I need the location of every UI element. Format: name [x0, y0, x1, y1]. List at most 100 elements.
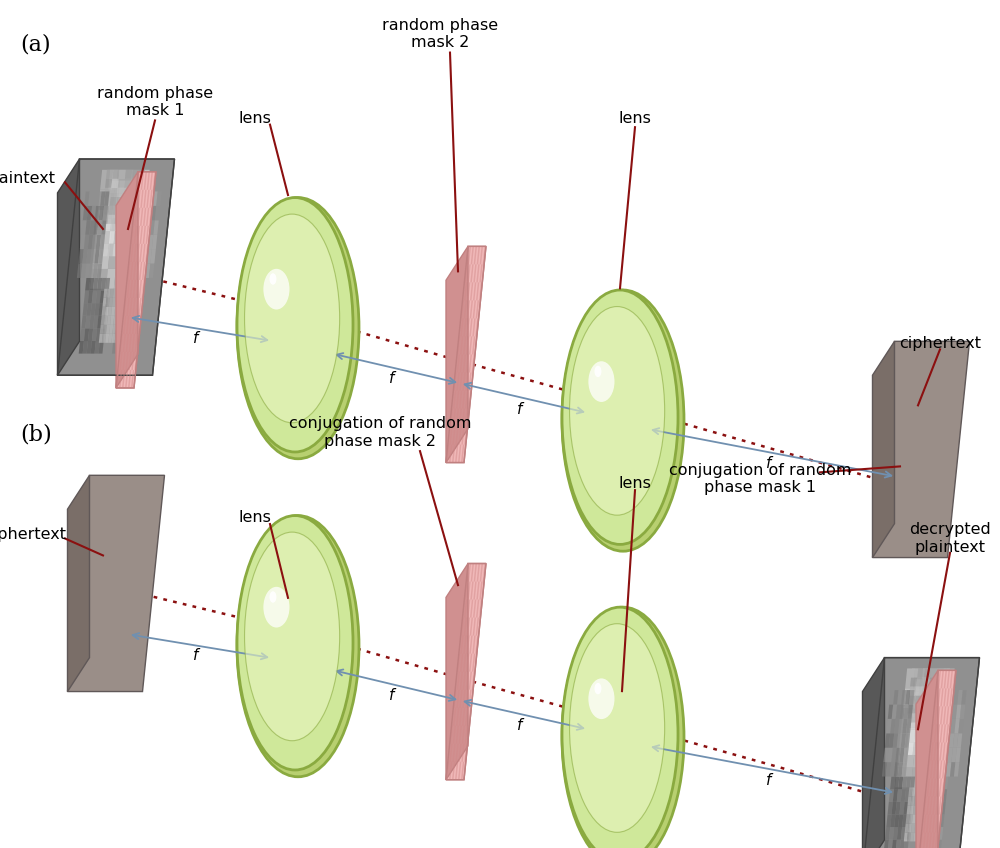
Polygon shape [924, 668, 931, 678]
Polygon shape [116, 341, 121, 354]
Polygon shape [123, 334, 126, 352]
Polygon shape [139, 249, 144, 264]
Polygon shape [135, 316, 138, 334]
Polygon shape [934, 789, 939, 802]
Polygon shape [124, 341, 129, 354]
Polygon shape [142, 249, 148, 264]
Polygon shape [469, 318, 473, 337]
Polygon shape [98, 249, 104, 264]
Polygon shape [87, 341, 92, 354]
Polygon shape [114, 231, 120, 243]
Polygon shape [132, 170, 142, 190]
Polygon shape [450, 409, 453, 427]
Polygon shape [885, 734, 890, 748]
Polygon shape [155, 206, 160, 220]
Polygon shape [80, 235, 85, 249]
Polygon shape [130, 206, 136, 219]
Polygon shape [464, 300, 467, 318]
Polygon shape [129, 334, 132, 352]
Polygon shape [960, 705, 965, 719]
Polygon shape [909, 708, 919, 728]
Polygon shape [456, 726, 459, 744]
Polygon shape [476, 300, 479, 318]
Polygon shape [911, 689, 921, 708]
Polygon shape [459, 390, 462, 409]
Polygon shape [446, 762, 449, 780]
Polygon shape [137, 208, 140, 226]
Polygon shape [117, 193, 124, 206]
Polygon shape [464, 744, 468, 762]
Polygon shape [929, 678, 936, 687]
Polygon shape [935, 689, 945, 708]
Polygon shape [105, 278, 110, 291]
Polygon shape [460, 354, 463, 372]
Polygon shape [953, 670, 956, 689]
Polygon shape [92, 249, 102, 269]
Polygon shape [135, 197, 142, 206]
Polygon shape [92, 291, 97, 304]
Polygon shape [102, 206, 110, 215]
Polygon shape [133, 262, 136, 280]
Ellipse shape [594, 365, 601, 377]
Polygon shape [943, 724, 946, 743]
Polygon shape [89, 315, 94, 328]
Polygon shape [102, 229, 112, 249]
Polygon shape [126, 334, 129, 352]
Ellipse shape [263, 269, 289, 310]
Polygon shape [136, 187, 143, 197]
Polygon shape [890, 814, 895, 827]
Polygon shape [923, 777, 929, 789]
Polygon shape [937, 734, 943, 748]
Polygon shape [476, 582, 480, 600]
Polygon shape [120, 209, 130, 229]
Polygon shape [128, 352, 132, 370]
Polygon shape [914, 796, 918, 806]
Polygon shape [473, 300, 476, 318]
Polygon shape [937, 706, 940, 724]
Polygon shape [941, 687, 948, 695]
Polygon shape [469, 654, 472, 672]
Text: ciphertext: ciphertext [899, 336, 981, 351]
Polygon shape [930, 827, 935, 840]
Polygon shape [88, 328, 93, 341]
Polygon shape [940, 748, 945, 762]
Polygon shape [935, 705, 941, 717]
Polygon shape [129, 291, 134, 304]
Polygon shape [466, 636, 470, 654]
Polygon shape [949, 734, 954, 748]
Polygon shape [453, 390, 456, 409]
Polygon shape [923, 729, 929, 742]
Polygon shape [919, 729, 925, 742]
Polygon shape [933, 802, 938, 814]
Polygon shape [905, 668, 915, 689]
Polygon shape [906, 814, 910, 823]
Polygon shape [923, 796, 927, 806]
Polygon shape [472, 636, 476, 654]
Polygon shape [927, 695, 934, 705]
Polygon shape [465, 707, 468, 726]
Polygon shape [464, 282, 467, 300]
Polygon shape [124, 181, 130, 193]
Text: conjugation of random
phase mask 2: conjugation of random phase mask 2 [289, 416, 471, 449]
Polygon shape [145, 264, 150, 278]
Polygon shape [941, 802, 946, 814]
Polygon shape [909, 814, 913, 823]
Polygon shape [926, 796, 930, 814]
Polygon shape [146, 208, 149, 226]
Polygon shape [904, 705, 909, 719]
Polygon shape [922, 687, 929, 695]
Polygon shape [893, 690, 899, 705]
Polygon shape [117, 328, 122, 341]
Polygon shape [103, 288, 107, 298]
Polygon shape [102, 298, 107, 307]
Polygon shape [113, 288, 117, 298]
Polygon shape [908, 823, 912, 833]
Polygon shape [133, 215, 140, 224]
Polygon shape [939, 719, 944, 734]
Polygon shape [931, 728, 941, 748]
Polygon shape [129, 298, 133, 316]
Polygon shape [458, 444, 461, 462]
Polygon shape [122, 315, 128, 328]
Polygon shape [942, 761, 945, 778]
Polygon shape [477, 246, 480, 265]
